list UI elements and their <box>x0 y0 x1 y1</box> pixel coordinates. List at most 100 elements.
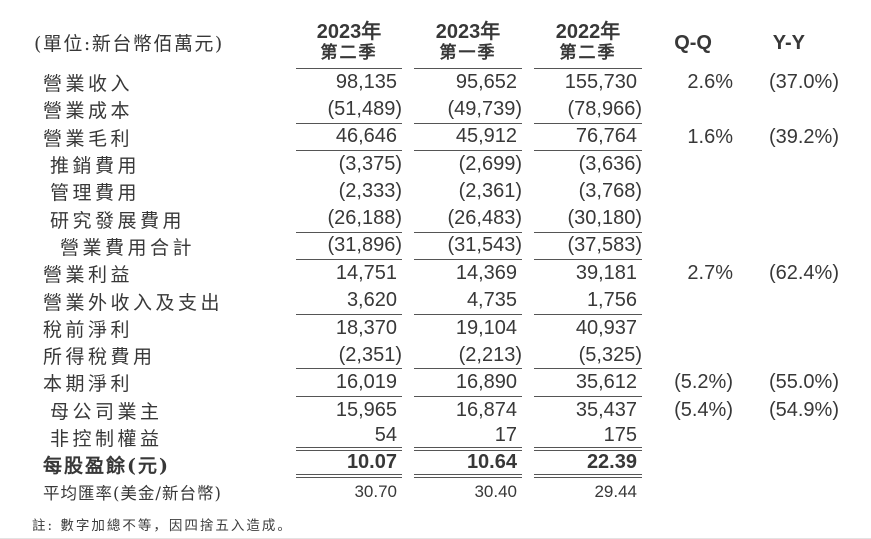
value-yy <box>733 205 839 232</box>
value-2023q1: 10.64 <box>414 451 522 479</box>
value-yy: (55.0%) <box>768 371 839 394</box>
value-yy <box>733 151 839 178</box>
row-label: 平均匯率(美金/新台幣) <box>43 484 222 504</box>
table-row-rd-expenses: 研究發展費用 (26,188) (26,483) (30,180) <box>0 205 871 233</box>
column-header-quarter: 第二季 <box>320 43 378 63</box>
rounding-footnote: 註: 數字加總不等，因四捨五入造成。 <box>32 518 293 534</box>
value-2023q1: 45,912 <box>414 124 522 151</box>
row-label: 管理費用 <box>50 182 141 205</box>
row-label: 每股盈餘(元) <box>43 455 170 478</box>
value-2023q1: 30.40 <box>474 482 517 502</box>
value-2023q1: 95,652 <box>455 71 517 94</box>
value-2022q2: (78,966) <box>534 96 642 124</box>
value-2022q2: 40,937 <box>575 316 637 339</box>
row-label: 母公司業主 <box>50 400 163 423</box>
table-row-non-operating: 營業外收入及支出 3,620 4,735 1,756 <box>0 287 871 315</box>
value-2023q1: 19,104 <box>455 316 517 339</box>
table-row-pretax-income: 稅前淨利 18,370 19,104 40,937 <box>0 315 871 342</box>
value-qq <box>642 151 733 178</box>
value-2023q2: (3,375) <box>338 153 402 176</box>
value-2023q2: 54 <box>296 424 402 452</box>
table-row-selling-expenses: 推銷費用 (3,375) (2,699) (3,636) <box>0 151 871 178</box>
value-2022q2: (30,180) <box>534 205 642 233</box>
value-2022q2: (3,768) <box>578 180 642 203</box>
table-row-cost-of-sales: 營業成本 (51,489) (49,739) (78,966) <box>0 96 871 124</box>
value-2023q1: (2,699) <box>458 153 522 176</box>
value-2022q2: 155,730 <box>564 71 637 94</box>
value-2022q2: 35,612 <box>534 369 642 397</box>
unit-label: (單位:新台幣佰萬元) <box>34 33 224 55</box>
value-qq <box>642 287 733 314</box>
row-label: 稅前淨利 <box>43 318 134 341</box>
value-2023q1: 4,735 <box>414 287 522 315</box>
table-row-gross-profit: 營業毛利 46,646 45,912 76,764 1.6% (39.2%) <box>0 124 871 151</box>
value-qq: (5.2%) <box>674 371 733 394</box>
value-2022q2: 1,756 <box>534 287 642 315</box>
value-2023q1: (2,213) <box>414 342 522 370</box>
table-row-non-controlling: 非控制權益 54 17 175 <box>0 424 871 452</box>
value-2023q1: 14,369 <box>455 262 517 285</box>
table-row-total-opex: 營業費用合計 (31,896) (31,543) (37,583) <box>0 233 871 261</box>
column-header-year: 2023年 <box>316 21 382 43</box>
row-label: 本期淨利 <box>43 373 134 396</box>
value-2023q2: 16,019 <box>296 369 402 397</box>
column-header-2023-q1: 2023年 第一季 <box>414 0 522 69</box>
value-2023q2: 10.07 <box>296 451 402 479</box>
row-label: 非控制權益 <box>50 428 163 450</box>
value-2023q2: (2,333) <box>338 180 402 203</box>
value-2023q2: 30.70 <box>354 482 397 502</box>
value-yy: (54.9%) <box>768 398 839 421</box>
value-2023q2: 46,646 <box>296 124 402 151</box>
column-gap <box>402 0 414 69</box>
value-qq: 1.6% <box>687 125 733 148</box>
value-qq <box>642 342 733 369</box>
row-label: 營業外收入及支出 <box>43 291 224 314</box>
value-2023q2: (51,489) <box>296 96 402 124</box>
row-label: 營業毛利 <box>43 127 134 150</box>
value-qq <box>642 178 733 205</box>
value-2023q1: (49,739) <box>414 96 522 124</box>
column-header-year: 2023年 <box>435 21 501 43</box>
table-header: (單位:新台幣佰萬元) 2023年 第二季 2023年 第一季 2022年 第二… <box>0 0 871 69</box>
value-2023q2: (26,188) <box>296 205 402 233</box>
column-header-2023-q2: 2023年 第二季 <box>296 0 402 69</box>
column-header-yy: Y-Y <box>772 32 805 54</box>
row-label: 營業利益 <box>43 264 134 287</box>
table-row-eps: 每股盈餘(元) 10.07 10.64 22.39 <box>0 451 871 479</box>
column-header-quarter: 第二季 <box>559 43 617 63</box>
value-qq <box>642 424 733 451</box>
row-label: 推銷費用 <box>50 155 141 178</box>
row-label: 營業費用合計 <box>60 236 196 259</box>
value-qq <box>642 478 733 505</box>
table-row-admin-expenses: 管理費用 (2,333) (2,361) (3,768) <box>0 178 871 205</box>
table-body: 營業收入 98,135 95,652 155,730 2.6% (37.0%) … <box>0 69 871 506</box>
value-qq: 2.6% <box>687 71 733 94</box>
column-header-2022-q2: 2022年 第二季 <box>534 0 642 69</box>
value-2023q1: (2,361) <box>458 180 522 203</box>
value-2023q2: 14,751 <box>335 262 397 285</box>
value-2023q2: 18,370 <box>335 316 397 339</box>
value-qq <box>642 451 733 478</box>
table-row-exchange-rate: 平均匯率(美金/新台幣) 30.70 30.40 29.44 <box>0 478 871 505</box>
value-2022q2: 22.39 <box>534 451 642 479</box>
value-qq <box>642 205 733 232</box>
value-yy: (37.0%) <box>768 71 839 94</box>
column-header-quarter: 第一季 <box>439 43 497 63</box>
value-yy <box>733 451 839 478</box>
value-2022q2: 175 <box>534 424 642 452</box>
value-yy <box>733 478 839 505</box>
value-yy <box>733 178 839 205</box>
value-qq <box>642 233 733 260</box>
value-yy <box>733 424 839 451</box>
value-yy: (62.4%) <box>768 262 839 285</box>
value-2022q2: 39,181 <box>575 262 637 285</box>
value-2022q2: 35,437 <box>575 398 637 421</box>
value-yy <box>733 287 839 314</box>
value-2023q2: 98,135 <box>335 71 397 94</box>
table-row-net-income: 本期淨利 16,019 16,890 35,612 (5.2%) (55.0%) <box>0 369 871 397</box>
value-2023q1: (26,483) <box>414 205 522 233</box>
column-header-qq: Q-Q <box>674 32 712 54</box>
value-qq: 2.7% <box>687 262 733 285</box>
value-yy <box>733 315 839 342</box>
